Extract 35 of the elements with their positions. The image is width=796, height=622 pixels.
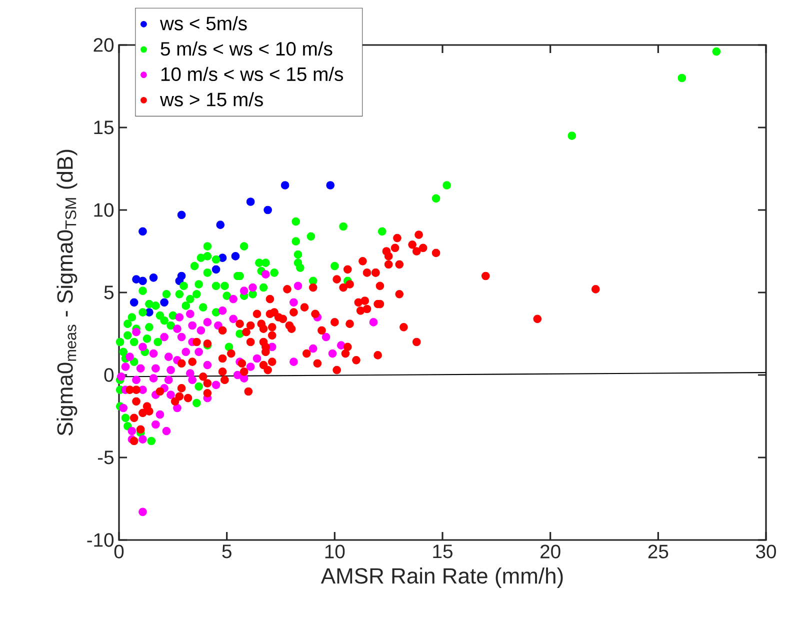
x-tick-label: 10 — [325, 544, 345, 558]
point — [280, 181, 290, 190]
y-tick-label: -5 — [98, 450, 114, 464]
x-axis-title: AMSR Rain Rate (mm/h) — [320, 568, 563, 588]
y-axis-title: Sigma0$_{meas}$ - Sigma0$_{TSM}$ (dB) — [56, 150, 78, 436]
point — [326, 181, 335, 190]
x-tick-label: 15 — [433, 544, 452, 558]
point — [149, 273, 158, 282]
y-tick-label: 20 — [94, 38, 114, 52]
point — [264, 206, 272, 214]
point — [160, 298, 168, 307]
x-tick-label: 5 — [222, 544, 232, 558]
point — [138, 227, 147, 236]
y-tick-label: -10 — [87, 533, 114, 547]
point — [132, 275, 140, 284]
legend-label: 5 m/s < ws < 10 m/s — [160, 41, 332, 56]
point — [216, 220, 225, 230]
x-tick-label: 25 — [648, 544, 668, 558]
x-tick-label: 30 — [756, 544, 776, 558]
x-tick-label: 20 — [540, 544, 560, 558]
legend-label: 10 m/s < ws < 15 m/s — [161, 66, 343, 82]
point — [177, 210, 186, 220]
point — [246, 198, 255, 206]
y-tick-label: 15 — [94, 120, 114, 134]
y-tick-label: 5 — [104, 286, 114, 300]
legend-label: ws < 5m/s — [160, 16, 247, 30]
point — [231, 252, 240, 260]
legend-label: ws > 15 m/s — [160, 92, 263, 106]
y-tick-label: 0 — [104, 368, 114, 382]
point — [138, 276, 147, 286]
point — [130, 298, 138, 307]
point — [212, 265, 220, 274]
x-tick-label: 0 — [114, 544, 124, 558]
point — [218, 254, 227, 262]
y-tick-label: 10 — [94, 203, 114, 217]
